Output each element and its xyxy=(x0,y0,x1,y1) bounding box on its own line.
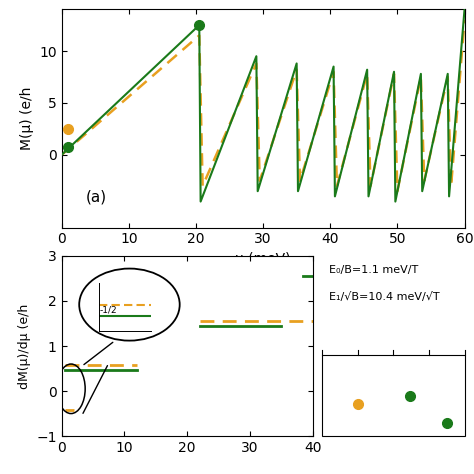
Text: -1/2: -1/2 xyxy=(99,306,117,315)
Y-axis label: dM(μ)/dμ (e/h: dM(μ)/dμ (e/h xyxy=(18,303,31,389)
Text: (a): (a) xyxy=(86,189,107,204)
Text: E₀/B=1.1 meV/T: E₀/B=1.1 meV/T xyxy=(329,265,419,275)
X-axis label: μ (meV): μ (meV) xyxy=(235,252,291,266)
Bar xyxy=(322,355,465,436)
Text: E₁/√B=10.4 meV/√T: E₁/√B=10.4 meV/√T xyxy=(329,292,440,302)
Y-axis label: M(μ) (e/h: M(μ) (e/h xyxy=(19,87,34,150)
